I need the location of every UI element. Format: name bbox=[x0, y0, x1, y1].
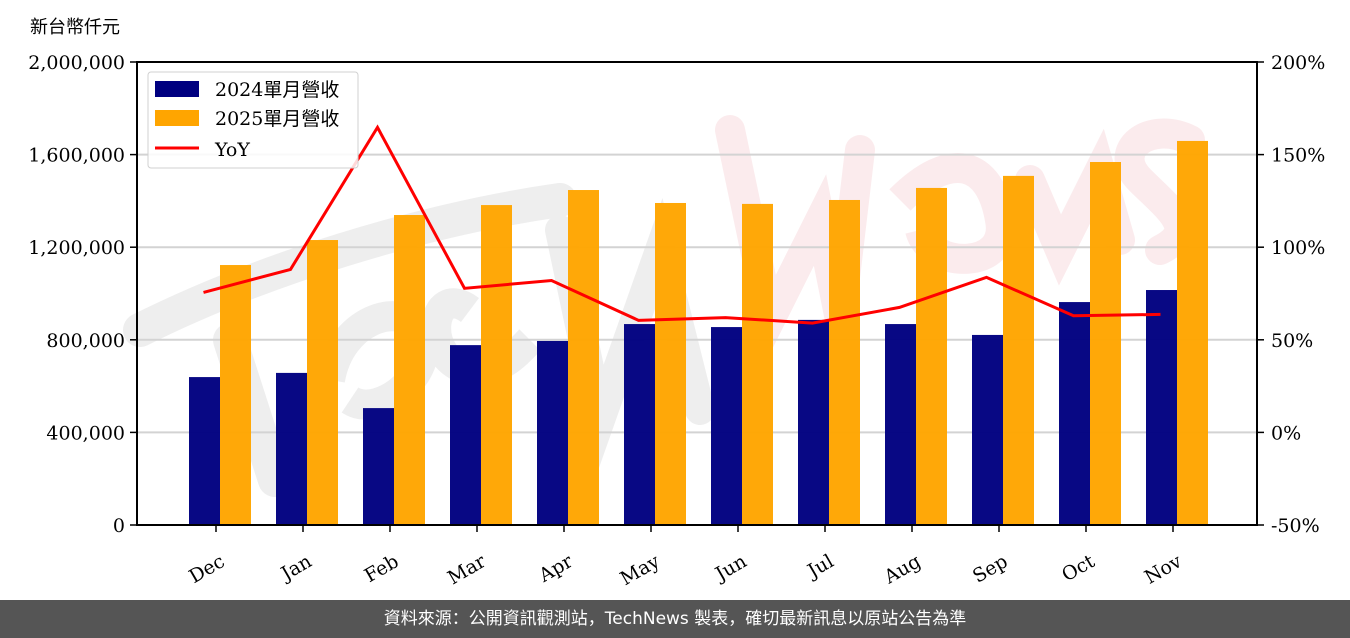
y2-tick-label: 100% bbox=[1271, 237, 1325, 259]
x-tick-label-jul: Jul bbox=[802, 550, 837, 583]
x-axis-ticks: Dec Jan Feb Mar Apr May Jun Jul Aug Sep Oct Nov bbox=[185, 525, 1186, 590]
legend-label-2024: 2024單月營收 bbox=[215, 79, 339, 101]
plot-frame bbox=[136, 61, 1258, 526]
bar-2024-mar bbox=[450, 345, 481, 525]
y2-tick-label: 50% bbox=[1271, 330, 1313, 352]
bar-2025-dec bbox=[220, 265, 251, 525]
bar-2025-jan bbox=[307, 240, 338, 525]
bar-2025-feb bbox=[394, 215, 425, 526]
y-tick-label: 400,000 bbox=[46, 422, 125, 444]
bar-2024-apr bbox=[537, 340, 568, 525]
bar-2024-nov bbox=[1146, 290, 1177, 525]
y-axis-left-ticks: 0 400,000 800,000 1,200,000 1,600,000 2,000,0… bbox=[28, 52, 137, 537]
bar-2024-jul bbox=[798, 319, 829, 525]
bar-2025-mar bbox=[481, 205, 512, 525]
x-tick-label-nov: Nov bbox=[1141, 550, 1186, 589]
y2-tick-label: 200% bbox=[1271, 52, 1325, 74]
bar-2025-oct bbox=[1090, 162, 1121, 525]
x-tick-label-jan: Jan bbox=[276, 550, 316, 586]
yoy-polyline bbox=[203, 124, 1161, 325]
bar-2024-dec bbox=[189, 377, 220, 525]
x-tick-label-feb: Feb bbox=[361, 550, 403, 587]
x-tick-label-jun: Jun bbox=[710, 550, 751, 586]
y-axis-right-ticks: -50% 0% 50% 100% 150% 200% bbox=[1257, 52, 1325, 537]
y2-tick-label: 0% bbox=[1271, 422, 1301, 444]
x-tick-label-dec: Dec bbox=[185, 550, 228, 588]
source-footer: 資料來源：公開資訊觀測站，TechNews 製表，確切最新訊息以原站公告為準 bbox=[0, 600, 1350, 638]
y-tick-label: 2,000,000 bbox=[28, 52, 125, 74]
yoy-line bbox=[203, 124, 1161, 325]
bar-2024-jun bbox=[711, 327, 742, 525]
x-tick-label-may: May bbox=[617, 550, 664, 590]
x-tick-label-mar: Mar bbox=[444, 550, 490, 589]
x-tick-label-aug: Aug bbox=[880, 550, 925, 589]
legend-swatch-2025 bbox=[155, 110, 199, 126]
bar-2024-feb bbox=[363, 408, 394, 525]
bars bbox=[189, 140, 1208, 526]
legend-label-2025: 2025單月營收 bbox=[215, 108, 339, 130]
bar-2025-may bbox=[655, 202, 686, 525]
y-tick-label: 1,600,000 bbox=[28, 145, 125, 167]
legend-label-yoy: YoY bbox=[214, 139, 250, 161]
y2-tick-label: 150% bbox=[1271, 145, 1325, 167]
y-axis-unit-label: 新台幣仟元 bbox=[30, 17, 120, 38]
bar-2024-oct bbox=[1059, 302, 1090, 525]
chart: 0 400,000 800,000 1,200,000 1,600,000 2,000,0… bbox=[28, 17, 1325, 590]
bar-2025-apr bbox=[568, 190, 599, 525]
legend: 2024單月營收 2025單月營收 YoY bbox=[147, 71, 359, 169]
x-tick-label-oct: Oct bbox=[1058, 550, 1099, 586]
bar-2024-aug bbox=[885, 324, 916, 525]
x-tick-label-apr: Apr bbox=[534, 550, 577, 587]
bar-2024-may bbox=[624, 324, 655, 525]
bar-2025-aug bbox=[916, 187, 947, 525]
bar-2025-jun bbox=[742, 203, 773, 526]
bar-2024-sep bbox=[972, 334, 1003, 525]
y-tick-label: 0 bbox=[113, 515, 125, 537]
bar-2024-jan bbox=[276, 372, 307, 525]
axes bbox=[136, 61, 1258, 526]
bar-2025-nov bbox=[1177, 140, 1208, 525]
legend-swatch-2024 bbox=[155, 81, 199, 97]
x-tick-label-sep: Sep bbox=[969, 550, 1012, 587]
y-tick-label: 800,000 bbox=[46, 330, 125, 352]
y2-tick-label: -50% bbox=[1271, 515, 1320, 537]
bar-2025-jul bbox=[829, 199, 860, 525]
y-tick-label: 1,200,000 bbox=[28, 237, 125, 259]
bar-2025-sep bbox=[1003, 175, 1034, 525]
